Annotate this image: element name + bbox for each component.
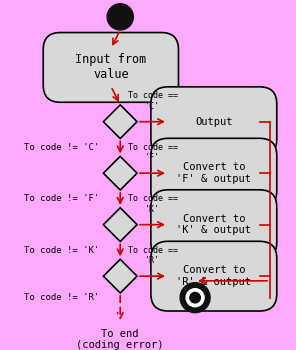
- Polygon shape: [103, 259, 137, 293]
- Text: To end
(coding error): To end (coding error): [76, 329, 164, 350]
- Text: To code ==
'F': To code == 'F': [128, 143, 178, 162]
- FancyBboxPatch shape: [151, 241, 277, 311]
- Polygon shape: [103, 156, 137, 190]
- Polygon shape: [103, 208, 137, 241]
- Text: To code ==
'K': To code == 'K': [128, 194, 178, 214]
- Text: To code != 'F': To code != 'F': [24, 194, 100, 203]
- Circle shape: [190, 293, 200, 303]
- Text: To code ==
'R': To code == 'R': [128, 246, 178, 265]
- Text: Input from
value: Input from value: [75, 54, 147, 82]
- FancyBboxPatch shape: [151, 138, 277, 208]
- Text: To code ==
'C': To code == 'C': [128, 91, 178, 111]
- Polygon shape: [103, 105, 137, 139]
- FancyBboxPatch shape: [43, 33, 178, 102]
- Text: To code != 'C': To code != 'C': [24, 143, 100, 152]
- Text: Convert to
'F' & output: Convert to 'F' & output: [176, 162, 251, 184]
- Text: Output: Output: [195, 117, 233, 127]
- FancyBboxPatch shape: [151, 87, 277, 156]
- Circle shape: [180, 283, 210, 313]
- Text: To code != 'K': To code != 'K': [24, 246, 100, 255]
- FancyBboxPatch shape: [151, 190, 277, 259]
- Text: Convert to
'K' & output: Convert to 'K' & output: [176, 214, 251, 236]
- Circle shape: [107, 4, 133, 30]
- Circle shape: [186, 289, 204, 307]
- Text: Convert to
'R' & output: Convert to 'R' & output: [176, 265, 251, 287]
- Text: To code != 'R': To code != 'R': [24, 293, 100, 302]
